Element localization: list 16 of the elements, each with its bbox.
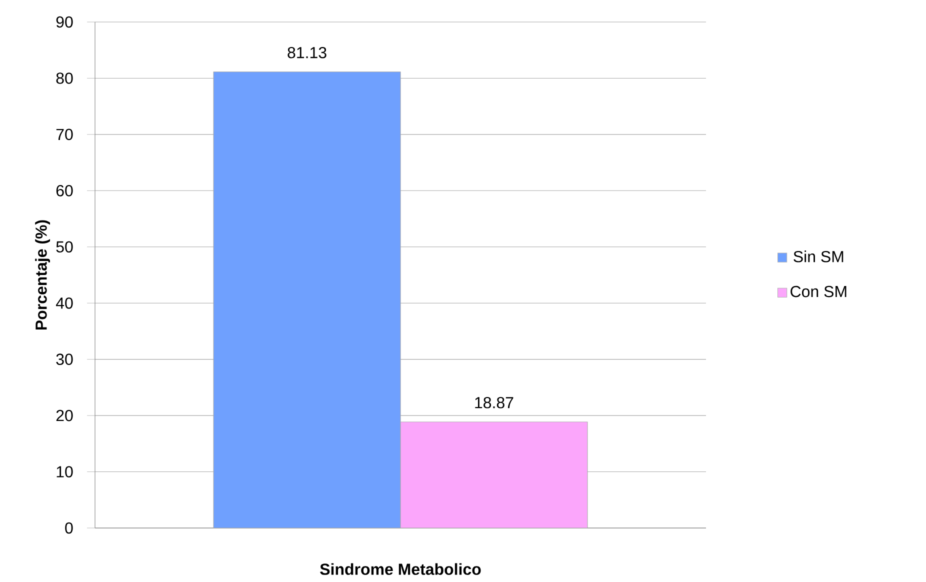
y-tick-label: 40	[56, 297, 73, 309]
y-tick-label: 70	[56, 128, 73, 140]
y-axis-title: Porcentaje (%)	[35, 220, 50, 330]
data-label: 81.13	[288, 46, 326, 58]
y-tick-label: 90	[56, 16, 73, 28]
y-tick-label: 80	[56, 72, 73, 84]
legend-label: Con SM	[790, 286, 846, 298]
y-tick-label: 0	[65, 522, 73, 534]
data-label: 18.87	[475, 396, 514, 408]
y-tick-label: 30	[56, 354, 73, 365]
y-tick-label: 10	[56, 466, 73, 478]
legend-label: Sin SM	[794, 250, 844, 262]
x-axis-title: Sindrome Metabolico	[320, 563, 481, 575]
y-tick-label: 50	[56, 241, 73, 253]
y-tick-label: 60	[56, 185, 73, 196]
y-tick-label: 20	[56, 410, 73, 422]
